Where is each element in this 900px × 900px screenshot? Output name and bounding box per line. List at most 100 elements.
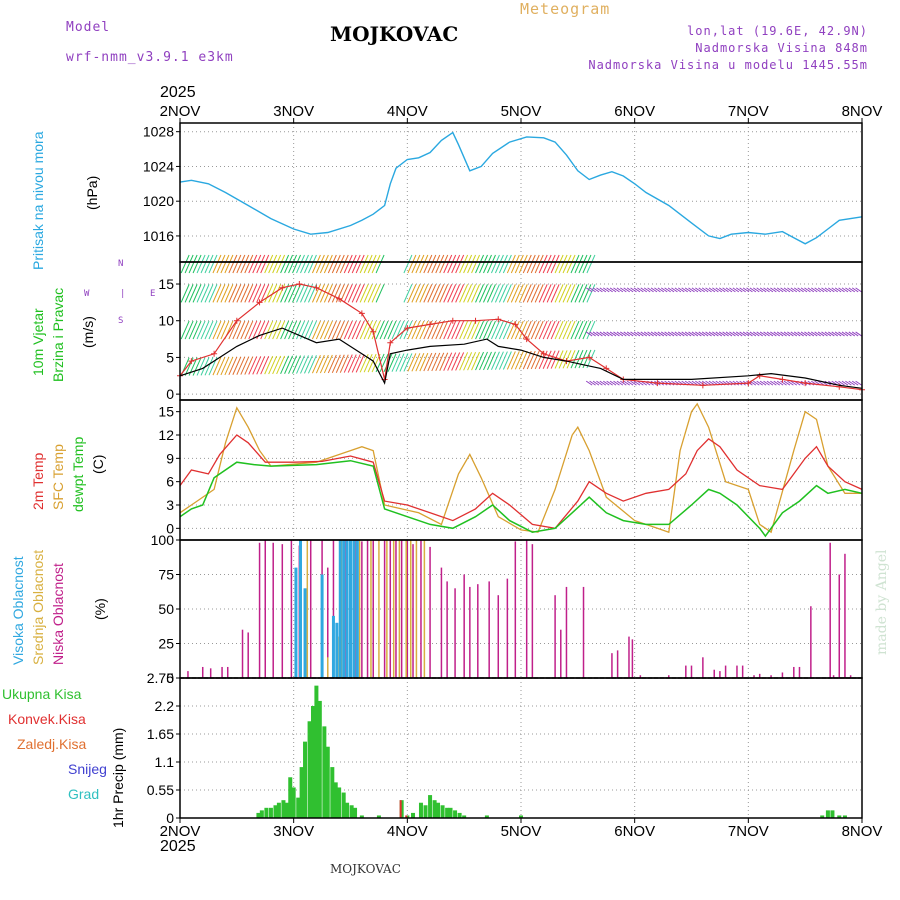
cloud-bar-visoka — [335, 622, 339, 678]
cloud-bar-niska — [209, 668, 212, 678]
cloud-bar-niska — [844, 553, 846, 678]
wind-barb — [423, 352, 433, 372]
wind-barb — [272, 254, 282, 274]
wind-barb — [570, 320, 580, 340]
cloud-bar-niska — [446, 581, 448, 678]
wind-barb — [367, 254, 377, 274]
wind-barb — [502, 351, 512, 370]
wind-barb — [783, 380, 791, 386]
wind-barb — [371, 254, 381, 274]
cloud-bar-niska — [690, 665, 693, 678]
wind-barb — [252, 284, 262, 303]
wind-barb — [574, 254, 584, 274]
wind-barb — [196, 320, 206, 340]
wind-barb — [718, 287, 726, 293]
wind-barb — [586, 320, 596, 340]
wind-gust-marker — [603, 365, 610, 372]
wind-barb — [783, 331, 791, 337]
wind-barb — [467, 284, 477, 303]
wind-barb — [347, 320, 357, 340]
wind-barb — [411, 320, 421, 340]
wind-barb — [475, 351, 484, 371]
wind-barb — [490, 284, 500, 303]
wind-barb — [589, 287, 596, 293]
wind-barb — [443, 284, 453, 303]
wind-barb — [455, 352, 465, 371]
wind-barb — [708, 287, 716, 293]
cloud-bar-srednja — [327, 657, 329, 678]
wind-barb — [359, 254, 369, 274]
wind-gust-marker — [512, 321, 519, 328]
wind-barb — [252, 356, 262, 375]
precip-bar — [445, 807, 450, 818]
wind-barb — [498, 320, 508, 340]
wind-barb — [451, 320, 461, 340]
wind-barb — [542, 320, 552, 340]
wind-barb — [851, 331, 859, 337]
wind-barb — [725, 331, 733, 337]
legend-ukupna: Ukupna Kisa — [2, 686, 82, 702]
cloud-bar-niska — [429, 546, 431, 678]
wind-barb — [562, 350, 572, 369]
wind-gust-marker — [404, 325, 411, 332]
precip-bar — [484, 815, 489, 818]
model-name: wrf-nmm_v3.9.1 e3km — [66, 50, 234, 65]
cloud-bar-niska — [361, 541, 363, 678]
wind-barb — [828, 287, 835, 293]
wind-barb — [510, 351, 520, 370]
wind-barb — [770, 380, 777, 386]
wind-barb — [248, 254, 258, 274]
wind-barb — [471, 284, 481, 303]
wind-barb — [851, 380, 859, 386]
wind-barb — [284, 320, 294, 340]
wind-barb — [691, 287, 699, 293]
model-label: Model — [66, 20, 111, 35]
wind-barb — [419, 254, 429, 274]
precip-bar — [405, 815, 408, 818]
wind-barb — [240, 254, 250, 274]
wind-barb — [315, 320, 325, 340]
wind-barb — [439, 254, 449, 274]
y-tick-label: 3 — [166, 497, 174, 513]
wind-barb — [817, 287, 825, 293]
wind-barb — [770, 287, 777, 293]
wind-barb — [592, 331, 600, 337]
wind-barb — [459, 254, 469, 274]
wind-barb — [759, 380, 767, 386]
wind-barb — [522, 350, 532, 370]
wind-barb — [776, 380, 784, 386]
wind-barb — [311, 355, 321, 374]
wind-barb — [620, 287, 627, 293]
cloud-bar-visoka — [338, 540, 342, 678]
wind-gust-marker — [358, 310, 365, 317]
wind-barb — [439, 320, 449, 340]
cloud-bar-niska — [272, 542, 274, 678]
wind-barb — [654, 331, 661, 337]
wind-barb — [756, 331, 763, 337]
wind-barb — [695, 287, 702, 293]
cloud-bar-niska — [741, 665, 744, 678]
wind-barb — [212, 254, 222, 274]
wind-barb — [613, 287, 620, 293]
wind-barb — [650, 287, 658, 293]
wind-barb — [180, 284, 190, 303]
wind-barb — [276, 320, 286, 340]
wind-barb — [633, 380, 641, 386]
wind-barb — [546, 284, 556, 303]
cloud-bar-srednja — [398, 540, 401, 678]
wind-barb — [276, 355, 286, 375]
wind-barb — [722, 331, 729, 337]
wind-barb — [323, 320, 333, 340]
cloud-bar-niska — [366, 540, 369, 678]
wind-barb — [848, 331, 856, 337]
wind-barb — [725, 287, 733, 293]
cloud-bar-niska — [264, 540, 266, 678]
wind-barb — [841, 287, 849, 293]
wind-barb — [403, 254, 413, 274]
wind-barb — [695, 331, 702, 337]
wind-barb — [630, 287, 637, 293]
wind-barb — [623, 331, 630, 337]
wind-barb — [502, 320, 512, 340]
wind-barb — [623, 287, 630, 293]
wind-barb — [248, 356, 258, 375]
